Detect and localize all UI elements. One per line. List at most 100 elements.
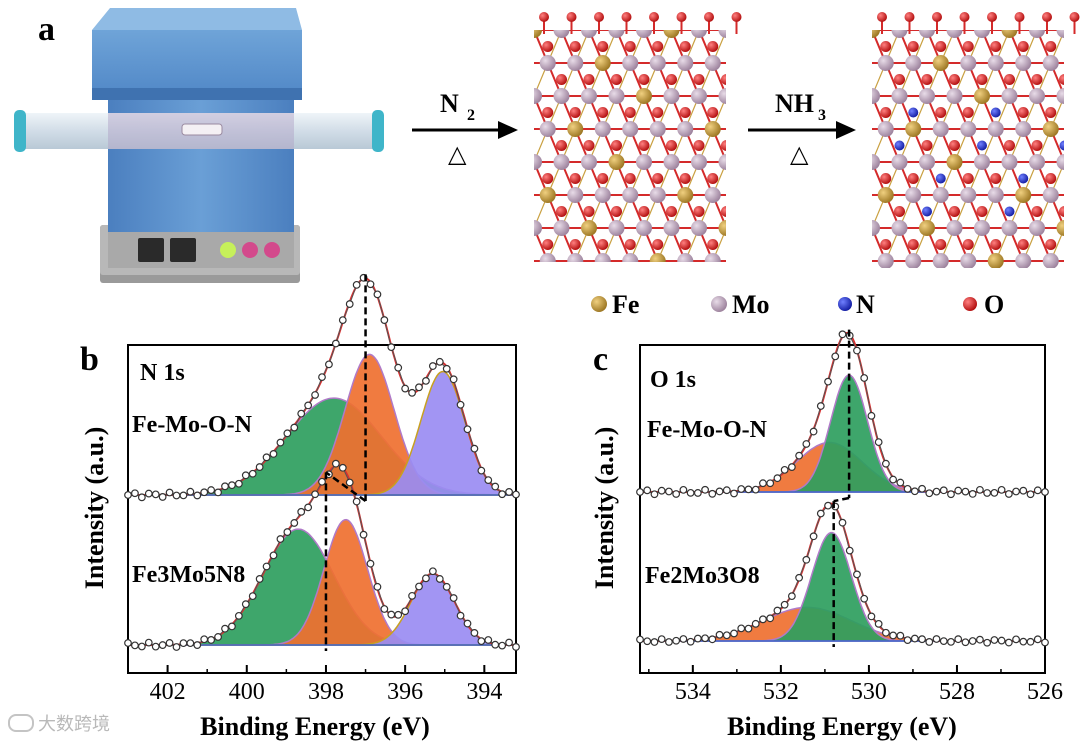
watermark-text: 大数跨境	[38, 710, 110, 736]
fe-atom	[664, 22, 680, 38]
data-point	[868, 413, 875, 420]
data-point	[644, 487, 651, 494]
o-atom	[1004, 140, 1015, 151]
fe-atom-icon	[591, 296, 607, 312]
data-point	[215, 489, 222, 496]
data-point	[774, 607, 781, 614]
mo-atom	[705, 253, 721, 269]
mo-atom	[878, 121, 894, 137]
data-point	[395, 612, 402, 619]
o-atom	[639, 206, 650, 217]
arrow2-heat-symbol: △	[790, 142, 809, 168]
mo-atom	[540, 55, 556, 71]
o-atom	[880, 305, 891, 316]
watermark-logo-icon	[8, 714, 34, 732]
o-atom	[622, 12, 632, 22]
mo-atom	[988, 121, 1004, 137]
data-point	[702, 486, 709, 493]
mo-atom	[1029, 22, 1045, 38]
data-point	[904, 486, 911, 493]
o-atom	[1018, 239, 1029, 250]
data-point	[991, 490, 998, 497]
data-point	[173, 644, 180, 651]
o-atom	[652, 305, 663, 316]
mo-atom	[1015, 253, 1031, 269]
o-atom	[1032, 206, 1043, 217]
data-point	[998, 637, 1005, 644]
arrow-nh3-nitridation: NH 3 △	[748, 89, 856, 168]
mo-atom	[919, 154, 935, 170]
o-atom	[990, 239, 1001, 250]
mo-atom	[988, 187, 1004, 203]
fe-atom	[705, 121, 721, 137]
data-point	[485, 637, 492, 644]
data-point	[673, 637, 680, 644]
data-point	[1006, 639, 1013, 646]
o-atom	[1045, 41, 1056, 52]
data-point	[868, 613, 875, 620]
mo-atom	[1029, 154, 1045, 170]
data-point	[180, 640, 187, 647]
mo-atom	[892, 220, 908, 236]
fe-atom	[650, 253, 666, 269]
data-point	[644, 638, 651, 645]
data-point	[977, 636, 984, 643]
o-atom	[935, 239, 946, 250]
o-atom	[1042, 12, 1052, 22]
legend-item-o: O	[963, 290, 1004, 319]
data-point	[854, 571, 861, 578]
mo-atom	[636, 154, 652, 170]
data-point	[298, 509, 305, 516]
data-point	[658, 636, 665, 643]
o-atom	[905, 12, 915, 22]
mo-atom	[691, 88, 707, 104]
data-point	[125, 492, 132, 499]
mo-atom	[691, 22, 707, 38]
mo-atom	[905, 253, 921, 269]
fe-atom	[1002, 22, 1018, 38]
data-point	[955, 487, 962, 494]
data-point	[1042, 639, 1049, 646]
data-point	[781, 467, 788, 474]
data-point	[709, 491, 716, 498]
data-point	[738, 486, 745, 493]
legend-fe-label: Fe	[612, 290, 639, 319]
data-point	[360, 531, 367, 538]
data-point	[443, 584, 450, 591]
fe-atom	[609, 154, 625, 170]
mo-atom	[526, 154, 542, 170]
o-atom	[749, 140, 760, 151]
data-point	[651, 491, 658, 498]
o-atom	[908, 305, 919, 316]
data-point	[695, 635, 702, 642]
fe-atom	[595, 55, 611, 71]
o-atom	[1070, 12, 1080, 22]
data-point	[839, 519, 846, 526]
o-atom	[1059, 272, 1070, 283]
chart-o1s: O 1s Fe-Mo-O-N Fe2Mo3O8 Binding Energy (…	[590, 330, 1063, 741]
o-atom	[666, 74, 677, 85]
data-point	[695, 490, 702, 497]
data-point	[222, 625, 229, 632]
data-point	[1006, 491, 1013, 498]
mo-atom	[636, 220, 652, 236]
data-point	[1034, 636, 1041, 643]
o-atom	[625, 173, 636, 184]
data-point	[305, 504, 312, 511]
data-point	[723, 632, 730, 639]
mo-atom-icon	[711, 296, 727, 312]
data-point	[464, 426, 471, 433]
mo-atom	[677, 121, 693, 137]
data-point	[832, 353, 839, 360]
data-point	[291, 424, 298, 431]
o-atom	[570, 107, 581, 118]
chart-c-ylabel: Intensity (a.u.)	[590, 427, 619, 590]
data-point	[781, 601, 788, 608]
mo-atom	[691, 220, 707, 236]
o-atom	[556, 74, 567, 85]
data-point	[818, 510, 825, 517]
data-point	[506, 489, 513, 496]
data-point	[152, 643, 159, 650]
mo-atom	[1070, 253, 1080, 269]
data-point	[208, 637, 215, 644]
